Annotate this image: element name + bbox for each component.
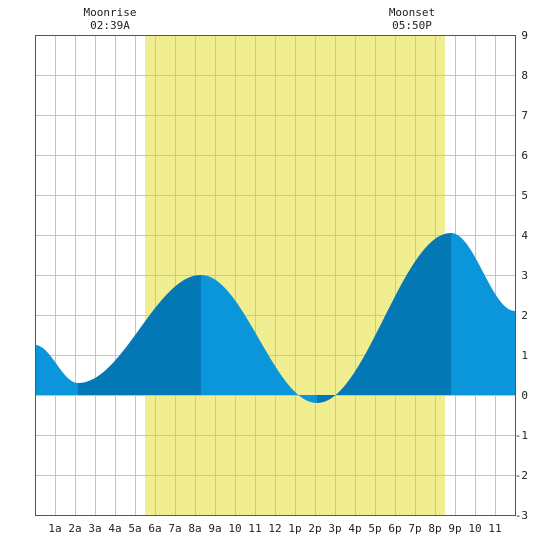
y-tick-label: 9 — [521, 29, 528, 42]
tide-falling-area — [35, 345, 78, 395]
y-tick-label: 0 — [521, 389, 528, 402]
tide-falling-area — [451, 233, 515, 395]
x-tick-label: 7p — [408, 522, 421, 535]
x-tick-label: 2p — [308, 522, 321, 535]
plot-frame — [35, 35, 516, 516]
tide-rising-area — [78, 275, 201, 395]
x-tick-label: 5a — [128, 522, 141, 535]
x-tick-label: 8a — [188, 522, 201, 535]
moonrise-time: 02:39A — [90, 19, 130, 32]
tide-rising-area — [317, 233, 451, 403]
x-tick-label: 11 — [488, 522, 501, 535]
x-tick-label: 6a — [148, 522, 161, 535]
moonset-label: Moonset — [389, 6, 435, 19]
x-tick-label: 6p — [388, 522, 401, 535]
y-tick-label: 7 — [521, 109, 528, 122]
moonrise-label: Moonrise — [84, 6, 137, 19]
x-tick-label: 3p — [328, 522, 341, 535]
y-tick-label: -2 — [515, 469, 528, 482]
y-tick-label: 5 — [521, 189, 528, 202]
x-tick-label: 9p — [448, 522, 461, 535]
x-tick-label: 5p — [368, 522, 381, 535]
x-tick-label: 8p — [428, 522, 441, 535]
x-tick-label: 4p — [348, 522, 361, 535]
x-tick-label: 11 — [248, 522, 261, 535]
y-tick-label: 8 — [521, 69, 528, 82]
x-tick-label: 7a — [168, 522, 181, 535]
x-tick-label: 3a — [88, 522, 101, 535]
moonset-time: 05:50P — [392, 19, 432, 32]
x-tick-label: 12 — [268, 522, 281, 535]
x-tick-label: 1a — [48, 522, 61, 535]
x-tick-label: 10 — [468, 522, 481, 535]
y-tick-label: 1 — [521, 349, 528, 362]
y-tick-label: 4 — [521, 229, 528, 242]
y-tick-label: 3 — [521, 269, 528, 282]
x-tick-label: 9a — [208, 522, 221, 535]
y-tick-label: -1 — [515, 429, 528, 442]
y-tick-label: -3 — [515, 509, 528, 522]
x-tick-label: 2a — [68, 522, 81, 535]
x-tick-label: 1p — [288, 522, 301, 535]
tide-falling-area — [201, 275, 317, 403]
x-tick-label: 10 — [228, 522, 241, 535]
x-tick-label: 4a — [108, 522, 121, 535]
y-tick-label: 2 — [521, 309, 528, 322]
y-tick-label: 6 — [521, 149, 528, 162]
